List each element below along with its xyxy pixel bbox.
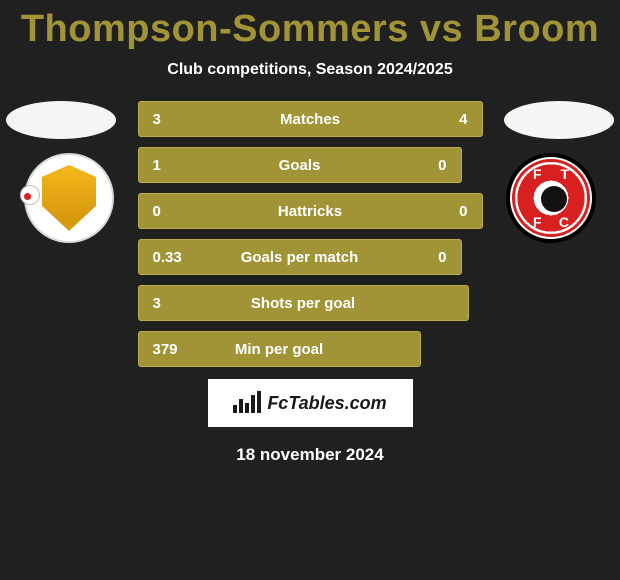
stat-value-left: 1 <box>153 157 161 174</box>
club-badge-right: F T F C <box>506 153 596 243</box>
comparison-panel: F T F C 3Matches41Goals00Hattricks00.33G… <box>0 101 620 465</box>
stat-label: Min per goal <box>139 341 420 358</box>
stat-bars: 3Matches41Goals00Hattricks00.33Goals per… <box>138 101 483 367</box>
brand-label: FcTables.com <box>267 393 386 414</box>
stat-row: 379Min per goal <box>138 331 421 367</box>
stat-label: Matches <box>139 111 482 128</box>
stat-label: Goals <box>139 157 461 174</box>
page-title: Thompson-Sommers vs Broom <box>0 0 620 51</box>
stat-value-left: 0 <box>153 203 161 220</box>
stat-value-left: 3 <box>153 111 161 128</box>
stat-value-right: 4 <box>459 111 467 128</box>
player-photo-right <box>504 101 614 139</box>
stat-row: 1Goals0 <box>138 147 462 183</box>
stat-value-left: 379 <box>153 341 178 358</box>
brand-badge: FcTables.com <box>208 379 413 427</box>
subtitle: Club competitions, Season 2024/2025 <box>0 61 620 79</box>
stat-row: 0.33Goals per match0 <box>138 239 462 275</box>
stat-value-right: 0 <box>438 249 446 266</box>
stat-value-left: 3 <box>153 295 161 312</box>
stat-label: Hattricks <box>139 203 482 220</box>
bar-chart-icon <box>233 393 261 413</box>
stat-label: Shots per goal <box>139 295 468 312</box>
club-badge-left <box>24 153 114 243</box>
stat-value-right: 0 <box>438 157 446 174</box>
stat-label: Goals per match <box>139 249 461 266</box>
date-label: 18 november 2024 <box>0 445 620 465</box>
player-photo-left <box>6 101 116 139</box>
stat-row: 3Shots per goal <box>138 285 469 321</box>
stat-value-right: 0 <box>459 203 467 220</box>
stat-row: 0Hattricks0 <box>138 193 483 229</box>
stat-row: 3Matches4 <box>138 101 483 137</box>
stat-value-left: 0.33 <box>153 249 182 266</box>
